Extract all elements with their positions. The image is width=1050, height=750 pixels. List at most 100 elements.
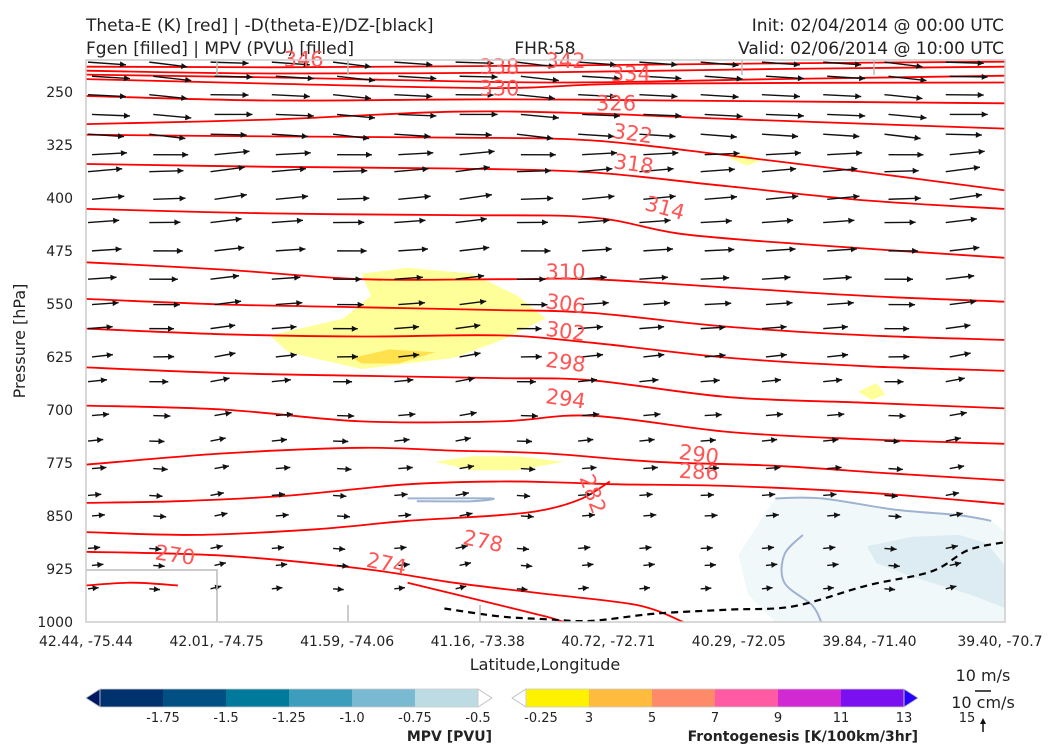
wind-vector bbox=[210, 544, 223, 550]
wind-vector bbox=[578, 377, 598, 384]
wind-vector bbox=[639, 217, 671, 224]
wind-vector bbox=[459, 111, 498, 118]
wind-vector bbox=[271, 437, 288, 444]
wind-vector bbox=[945, 491, 960, 497]
wind-vector bbox=[214, 299, 242, 306]
wind-vector bbox=[87, 274, 117, 281]
y-axis-label: Pressure [hPa] bbox=[10, 284, 29, 399]
wind-vector bbox=[765, 246, 796, 253]
wind-vector bbox=[578, 133, 615, 140]
contour-label-322: 322 bbox=[611, 119, 654, 148]
wind-vector bbox=[945, 60, 984, 67]
wind-vector bbox=[884, 219, 916, 226]
wind-vector bbox=[459, 192, 492, 200]
wind-vector bbox=[333, 378, 353, 385]
wind-vector bbox=[214, 464, 230, 470]
theta-e-contour-330 bbox=[86, 95, 1005, 105]
wind-vector bbox=[333, 219, 365, 226]
x-tick-label: 39.84, -71.40 bbox=[822, 634, 916, 650]
wind-vector bbox=[884, 133, 921, 141]
wind-vector bbox=[275, 150, 311, 157]
wind-vector bbox=[949, 410, 967, 417]
theta-e-contour-290 bbox=[86, 446, 1005, 482]
x-tick-label: 41.16, -73.38 bbox=[431, 634, 525, 650]
wind-vector bbox=[337, 195, 370, 202]
colorbar-extend-right bbox=[477, 688, 493, 708]
wind-vector bbox=[337, 562, 349, 569]
wind-vector bbox=[823, 544, 836, 551]
y-tick-label: 550 bbox=[46, 297, 73, 313]
wind-vector bbox=[210, 60, 249, 67]
wind-vector bbox=[87, 324, 113, 331]
wind-vector bbox=[823, 133, 860, 140]
wind-vector bbox=[149, 378, 169, 385]
wind-vector bbox=[823, 377, 843, 384]
wind-vector bbox=[582, 300, 609, 307]
theta-e-contour-334 bbox=[86, 78, 1005, 90]
contour-label-270: 270 bbox=[154, 540, 197, 569]
wind-vector bbox=[888, 562, 900, 569]
wind-vector bbox=[459, 351, 481, 358]
wind-vector bbox=[210, 436, 226, 443]
wind-vector bbox=[945, 273, 975, 280]
wind-vector bbox=[578, 61, 617, 68]
wind-vector bbox=[214, 192, 247, 200]
contour-label-314: 314 bbox=[643, 191, 688, 225]
wind-vector bbox=[336, 75, 376, 83]
wind-vector bbox=[516, 545, 530, 552]
x-axis-ticks: 42.44, -75.44 42.01, -74.75 41.59, -74.06 4… bbox=[39, 634, 1043, 650]
wind-vector bbox=[149, 586, 160, 593]
wind-vector bbox=[398, 112, 437, 119]
wind-vector bbox=[516, 61, 555, 69]
wind-vector bbox=[643, 352, 665, 359]
wind-vector bbox=[398, 352, 420, 359]
wind-vector bbox=[704, 150, 740, 157]
wind-vector bbox=[704, 300, 732, 307]
wind-vector bbox=[91, 464, 107, 471]
colorbar-segment bbox=[352, 689, 416, 707]
x-tick-label: 39.40, -70.7 bbox=[957, 634, 1042, 650]
wind-vector bbox=[210, 273, 240, 280]
wind-vector bbox=[643, 150, 679, 157]
wind-vector bbox=[153, 195, 186, 202]
x-tick-label: 40.29, -72.05 bbox=[692, 634, 786, 650]
wind-vector bbox=[214, 410, 232, 417]
wind-vector bbox=[91, 300, 119, 307]
wind-vector bbox=[761, 217, 794, 224]
x-tick-label: 41.59, -74.06 bbox=[300, 634, 394, 650]
wind-vector bbox=[455, 273, 485, 280]
wind-vector bbox=[639, 491, 653, 498]
wind-vector bbox=[459, 410, 477, 417]
wind-vector bbox=[827, 561, 839, 568]
wind-vector bbox=[91, 193, 125, 200]
wind-vector bbox=[275, 352, 297, 359]
contour-label-330: 330 bbox=[479, 76, 519, 100]
wind-vector bbox=[823, 217, 855, 224]
wind-vector bbox=[455, 436, 471, 443]
wind-vector bbox=[765, 512, 779, 519]
colorbar-segment bbox=[652, 689, 716, 707]
wind-vector bbox=[761, 166, 797, 173]
wind-vector bbox=[520, 353, 542, 360]
wind-vector bbox=[153, 562, 165, 569]
wind-vector bbox=[823, 585, 834, 592]
wind-vector bbox=[949, 73, 988, 80]
y-axis-ticks: 250 325 400 475 550 625 700 775 850 925 1000 bbox=[37, 85, 73, 631]
colorbar-segment bbox=[841, 689, 905, 707]
colorbar-frame bbox=[99, 688, 479, 708]
wind-vector bbox=[827, 300, 854, 307]
wind-vector bbox=[949, 111, 988, 118]
contour-label-282: 282 bbox=[575, 471, 611, 517]
wind-vector bbox=[516, 167, 552, 174]
wind-vector bbox=[516, 586, 528, 593]
wind-vector bbox=[700, 133, 737, 140]
wind-vector bbox=[271, 377, 291, 384]
mpv-outline-1 bbox=[780, 534, 823, 622]
theta-e-contour-270 bbox=[86, 581, 178, 587]
wind-vector bbox=[516, 492, 531, 499]
wind-vector bbox=[275, 512, 289, 519]
wind-vector bbox=[337, 113, 376, 121]
wind-vector bbox=[704, 113, 743, 120]
wind-vector bbox=[149, 438, 165, 445]
wind-vector bbox=[888, 151, 924, 158]
